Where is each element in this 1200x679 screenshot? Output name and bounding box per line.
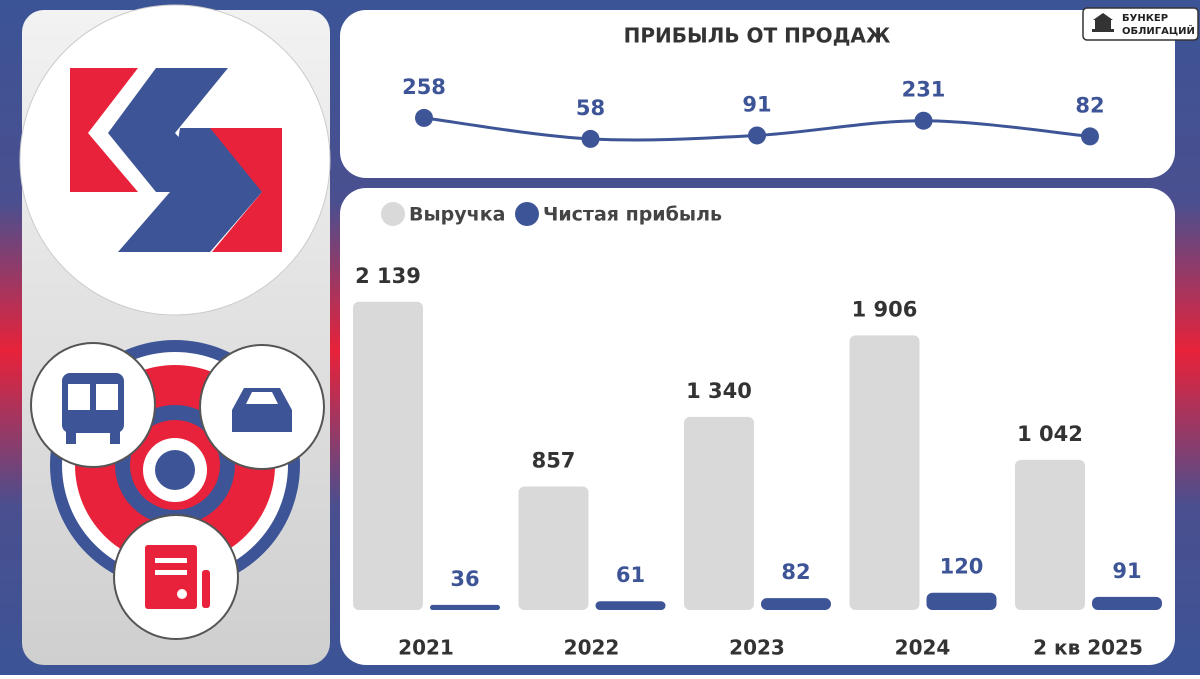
x-tick-label: 2023 [729, 636, 785, 660]
brand-badge: БУНКЕР ОБЛИГАЦИЙ [1082, 7, 1199, 41]
value-label: 1 906 [852, 297, 918, 321]
profit-bar [1092, 596, 1162, 610]
profit-point [914, 111, 933, 130]
value-label: 120 [940, 555, 984, 579]
value-label: 857 [532, 449, 576, 473]
car-icon [232, 388, 292, 432]
legend-label: Выручка [409, 204, 505, 226]
profit-point [581, 129, 600, 148]
doc-icon [145, 545, 197, 609]
x-tick-label: 2021 [398, 636, 454, 660]
legend-marker [515, 202, 539, 226]
brand-text: ОБЛИГАЦИЙ [1122, 24, 1195, 37]
pen [202, 570, 210, 608]
profit-bar [926, 592, 997, 610]
value-label: 36 [450, 567, 479, 591]
x-tick-label: 2024 [895, 636, 951, 660]
doc-line [155, 558, 187, 563]
revenue-bar [684, 416, 754, 610]
car-window [246, 392, 278, 404]
value-label: 1 042 [1017, 422, 1083, 446]
revenue-bar [1015, 459, 1085, 610]
line-title: ПРИБЫЛЬ ОТ ПРОДАЖ [624, 24, 891, 48]
legend-label: Чистая прибыль [543, 204, 722, 226]
profit-point [415, 108, 433, 127]
profit-bar [761, 598, 831, 610]
value-label: 61 [616, 563, 645, 587]
bus-window [68, 384, 90, 410]
profit-bar [595, 601, 666, 610]
profit-label: 91 [742, 92, 771, 116]
profit-label: 258 [402, 75, 446, 99]
revenue-bar [849, 335, 920, 610]
revenue-bar [518, 486, 589, 610]
ring [155, 450, 195, 490]
brand-text: БУНКЕР [1122, 13, 1168, 24]
profit-label: 58 [576, 96, 605, 120]
target-illustration [30, 340, 325, 640]
profit-label: 82 [1075, 93, 1104, 117]
logo-red-right [190, 128, 282, 252]
x-tick-label: 2022 [564, 636, 620, 660]
profit-point [748, 126, 766, 145]
brand-icon [1092, 13, 1114, 32]
revenue-bar [353, 301, 423, 610]
bus-wheel [110, 432, 120, 444]
logo [19, 4, 331, 316]
bus-wheel [66, 432, 76, 444]
logo-blue-bottom [118, 128, 262, 252]
profit-point [1081, 127, 1099, 146]
value-label: 2 139 [355, 264, 421, 288]
logo-red-left [70, 68, 138, 192]
profit-label: 231 [902, 78, 946, 102]
profit-bar [430, 604, 500, 610]
doc-seal [177, 589, 187, 599]
legend-marker [381, 202, 405, 226]
value-label: 1 340 [686, 379, 752, 403]
value-label: 82 [781, 560, 810, 584]
value-label: 91 [1112, 559, 1141, 583]
doc-line [155, 570, 187, 575]
bus-window [96, 384, 118, 410]
x-tick-label: 2 кв 2025 [1033, 636, 1143, 660]
